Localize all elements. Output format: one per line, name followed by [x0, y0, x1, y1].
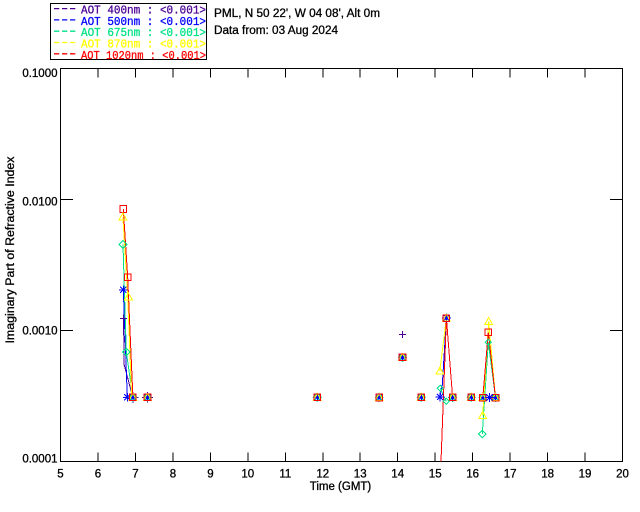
svg-text:Data from: 03 Aug 2024: Data from: 03 Aug 2024 — [214, 25, 339, 37]
svg-text:AOT 870nm : <0.001>: AOT 870nm : <0.001> — [81, 38, 206, 52]
svg-text:13: 13 — [354, 468, 367, 480]
svg-text:10: 10 — [241, 468, 254, 480]
svg-text:AOT 400nm : <0.001>: AOT 400nm : <0.001> — [81, 4, 206, 18]
svg-text:5: 5 — [57, 468, 63, 480]
svg-text:0.0100: 0.0100 — [22, 196, 57, 208]
svg-text:0.0010: 0.0010 — [22, 325, 57, 337]
svg-text:PML, N 50 22', W 04 08', Alt 0: PML, N 50 22', W 04 08', Alt 0m — [214, 8, 380, 20]
svg-text:8: 8 — [170, 468, 176, 480]
svg-text:11: 11 — [279, 468, 291, 480]
svg-text:AOT 1020nm : <0.001>: AOT 1020nm : <0.001> — [81, 49, 206, 63]
svg-text:16: 16 — [466, 468, 479, 480]
svg-text:15: 15 — [429, 468, 442, 480]
svg-text:14: 14 — [391, 468, 404, 480]
svg-text:Time (GMT): Time (GMT) — [310, 481, 372, 493]
svg-text:Imaginary Part of Refractive I: Imaginary Part of Refractive Index — [5, 156, 17, 343]
svg-text:AOT 500nm : <0.001>: AOT 500nm : <0.001> — [81, 15, 206, 29]
svg-text:7: 7 — [132, 468, 138, 480]
svg-text:6: 6 — [95, 468, 101, 480]
svg-text:20: 20 — [616, 468, 629, 480]
svg-text:0.1000: 0.1000 — [22, 68, 57, 80]
svg-text:AOT 675nm : <0.001>: AOT 675nm : <0.001> — [81, 26, 206, 40]
svg-text:9: 9 — [207, 468, 213, 480]
svg-text:19: 19 — [579, 468, 592, 480]
svg-text:18: 18 — [541, 468, 554, 480]
svg-text:12: 12 — [316, 468, 329, 480]
svg-text:17: 17 — [504, 468, 517, 480]
svg-text:0.0001: 0.0001 — [22, 453, 57, 465]
